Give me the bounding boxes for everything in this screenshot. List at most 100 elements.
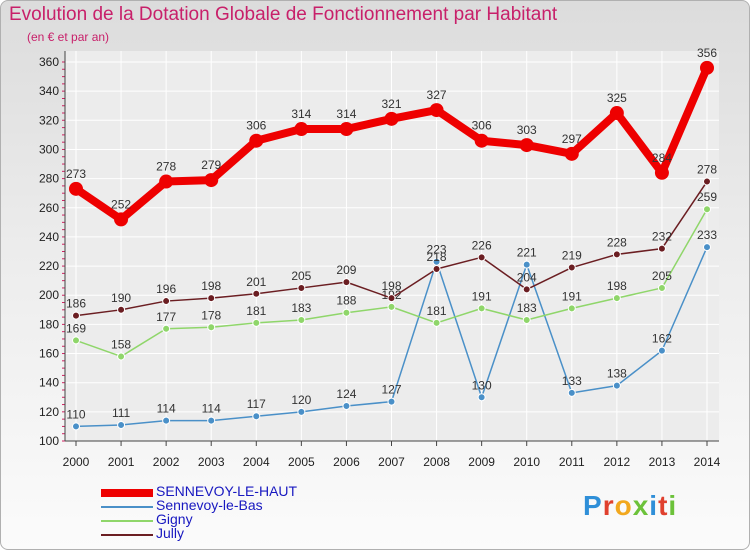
data-label: 226 bbox=[472, 238, 492, 252]
data-label: 219 bbox=[562, 249, 582, 263]
data-point bbox=[117, 420, 126, 429]
data-label: 279 bbox=[201, 158, 221, 172]
data-label: 178 bbox=[201, 308, 221, 322]
data-point bbox=[252, 412, 261, 421]
data-label: 130 bbox=[472, 378, 492, 392]
x-tick-label: 2001 bbox=[108, 455, 135, 469]
data-label: 114 bbox=[157, 402, 176, 416]
data-point bbox=[522, 316, 531, 325]
data-label: 188 bbox=[336, 294, 356, 308]
x-tick-label: 2000 bbox=[63, 455, 90, 469]
data-point bbox=[703, 177, 711, 186]
data-point bbox=[342, 278, 351, 287]
data-point bbox=[69, 181, 83, 196]
data-label: 127 bbox=[381, 383, 401, 397]
logo-letter: t bbox=[658, 490, 669, 521]
x-tick-label: 2007 bbox=[378, 455, 405, 469]
series-jully: 186 190 196 198 201 205 209 198 218 226 204 219 228 2… bbox=[66, 163, 717, 320]
data-point bbox=[564, 146, 579, 161]
data-label: 114 bbox=[202, 402, 221, 416]
data-point bbox=[432, 318, 441, 327]
data-label: 198 bbox=[381, 279, 401, 293]
x-tick-label: 2011 bbox=[559, 455, 585, 469]
logo-letter: o bbox=[614, 490, 633, 521]
x-tick-label: 2014 bbox=[694, 455, 721, 469]
y-tick-label: 280 bbox=[39, 172, 59, 186]
x-tick-label: 2008 bbox=[423, 455, 450, 469]
data-label: 201 bbox=[246, 275, 266, 289]
legend-item: Sennevoy-le-Bas bbox=[101, 497, 361, 515]
data-label: 111 bbox=[112, 406, 131, 420]
data-label: 356 bbox=[697, 46, 717, 60]
x-tick-label: 2005 bbox=[288, 455, 315, 469]
data-label: 138 bbox=[607, 367, 627, 381]
data-point bbox=[207, 323, 216, 332]
chart-subtitle: (en € et par an) bbox=[27, 30, 110, 44]
legend-item: Jully bbox=[101, 525, 361, 543]
proxiti-logo: Proxiti bbox=[583, 490, 677, 522]
data-point bbox=[342, 308, 351, 317]
logo-letter: x bbox=[632, 490, 650, 521]
y-tick-label: 140 bbox=[39, 376, 59, 390]
data-label: 297 bbox=[562, 132, 582, 146]
data-point bbox=[339, 122, 354, 137]
data-point bbox=[387, 294, 396, 303]
data-label: 183 bbox=[291, 301, 311, 315]
data-point bbox=[114, 212, 129, 227]
y-tick-label: 360 bbox=[39, 55, 59, 69]
logo-letter: i bbox=[649, 490, 659, 521]
data-point bbox=[159, 174, 174, 189]
data-label: 306 bbox=[472, 119, 492, 133]
logo-letter: P bbox=[583, 490, 603, 521]
data-point bbox=[72, 422, 80, 431]
data-point bbox=[384, 111, 399, 126]
legend-label: Jully bbox=[156, 525, 185, 541]
data-point bbox=[297, 407, 306, 416]
data-point bbox=[522, 260, 531, 269]
legend-item: SENNEVOY-LE-HAUT bbox=[101, 483, 361, 501]
data-point bbox=[432, 264, 441, 273]
data-label: 327 bbox=[427, 88, 447, 102]
x-tick-label: 2010 bbox=[513, 455, 540, 469]
data-label: 133 bbox=[562, 374, 582, 388]
data-point bbox=[612, 294, 621, 303]
data-label: 181 bbox=[427, 304, 447, 318]
x-tick-label: 2003 bbox=[198, 455, 225, 469]
logo-letter: r bbox=[602, 490, 615, 521]
data-point bbox=[204, 173, 219, 188]
data-point bbox=[703, 205, 711, 214]
data-point bbox=[612, 381, 621, 390]
data-label: 306 bbox=[246, 119, 266, 133]
series-sennevoy-le-haut: 273 252 278 279 306 314 314 321 327 306 303 297 325 2… bbox=[66, 46, 717, 227]
data-label: 162 bbox=[652, 332, 672, 346]
data-point bbox=[477, 304, 486, 313]
data-point bbox=[162, 297, 171, 306]
x-tick-label: 2002 bbox=[153, 455, 180, 469]
y-tick-label: 340 bbox=[39, 84, 59, 98]
data-point bbox=[117, 352, 126, 361]
data-point bbox=[162, 416, 171, 425]
legend-swatch bbox=[101, 506, 153, 508]
data-point bbox=[477, 253, 486, 262]
data-label: 169 bbox=[66, 321, 86, 335]
legend-item: Gigny bbox=[101, 511, 361, 529]
data-label: 191 bbox=[472, 289, 492, 303]
data-point bbox=[207, 294, 216, 303]
data-label: 205 bbox=[652, 269, 672, 283]
x-tick-label: 2012 bbox=[604, 455, 631, 469]
legend-swatch bbox=[101, 534, 153, 536]
legend-label: Gigny bbox=[156, 511, 193, 527]
data-point bbox=[700, 60, 714, 75]
data-label: 221 bbox=[517, 246, 537, 260]
data-label: 209 bbox=[336, 263, 356, 277]
data-label: 183 bbox=[517, 301, 537, 315]
data-point bbox=[657, 346, 666, 355]
y-tick-label: 260 bbox=[39, 201, 59, 215]
series-sennevoy-le-bas: 110 111 114 114 117 120 124 127 223 130 221 133 138 1… bbox=[66, 228, 717, 431]
data-point bbox=[72, 311, 80, 320]
data-point bbox=[703, 243, 711, 252]
data-label: 284 bbox=[652, 151, 672, 165]
data-label: 223 bbox=[427, 243, 447, 257]
data-label: 177 bbox=[156, 310, 176, 324]
y-tick-label: 220 bbox=[39, 259, 59, 273]
